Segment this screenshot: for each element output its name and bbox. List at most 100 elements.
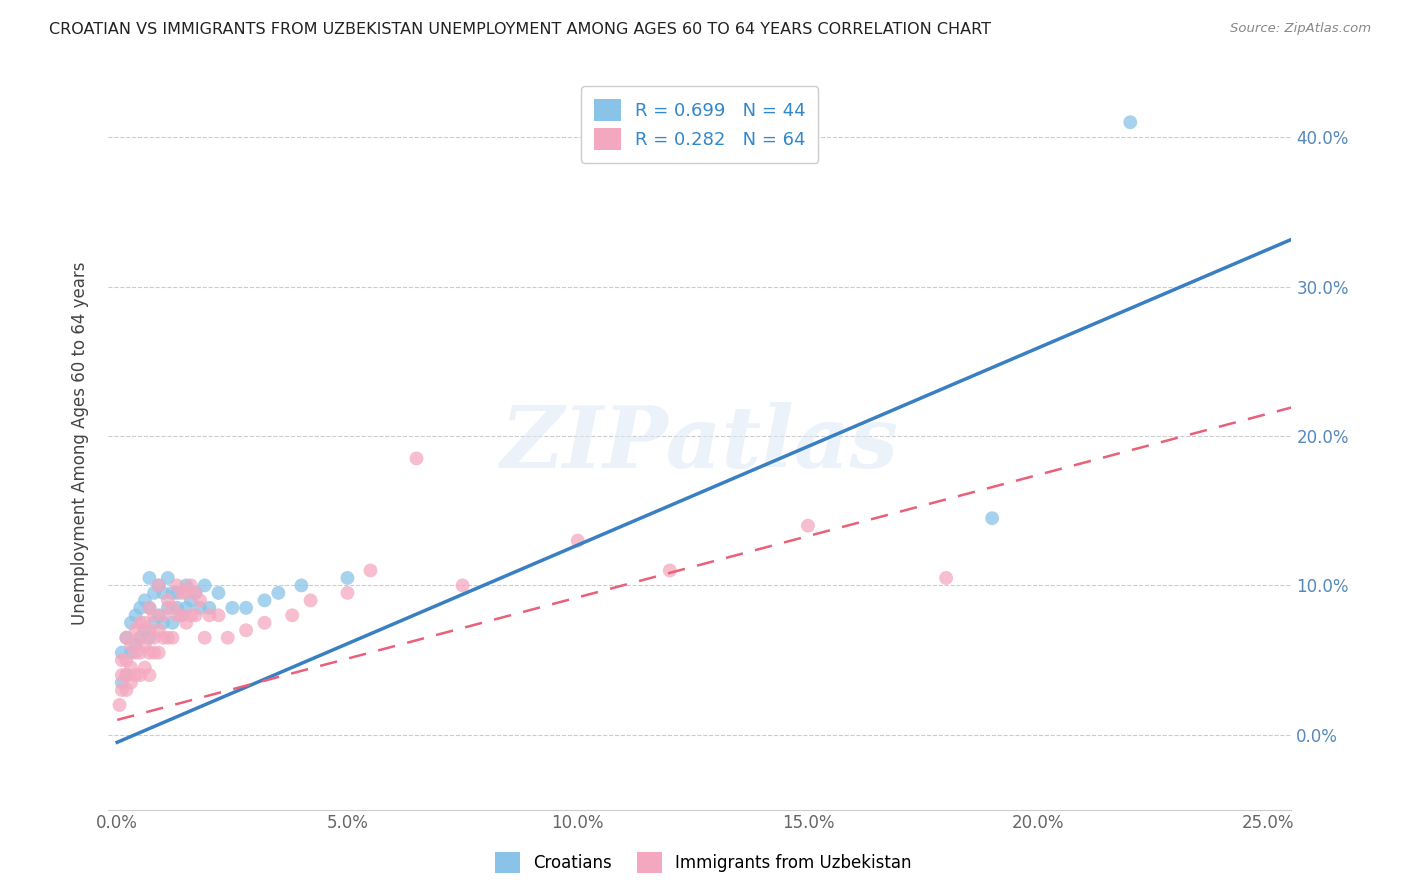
Point [115,631,138,645]
Point [235,624,257,638]
Point [235,600,257,615]
Point [162,586,184,600]
Text: ZIPatlas: ZIPatlas [501,401,898,485]
Point [138,600,160,615]
Text: Source: ZipAtlas.com: Source: ZipAtlas.com [1230,22,1371,36]
Point [115,631,138,645]
Point [143,615,166,630]
Point [120,675,142,690]
Point [184,586,207,600]
Point [170,608,193,623]
Point [336,571,359,585]
Point [148,608,170,623]
Point [180,593,202,607]
Point [194,631,217,645]
Point [207,608,229,623]
Point [115,668,138,682]
Point [143,586,166,600]
Point [290,578,312,592]
Point [336,586,359,600]
Point [129,668,152,682]
Point [299,593,322,607]
Point [207,586,229,600]
Point [170,608,193,623]
Point [120,646,142,660]
Point [115,653,138,667]
Point [138,646,160,660]
Point [188,593,211,607]
Point [405,451,427,466]
Point [658,564,681,578]
Point [180,608,202,623]
Point [156,600,179,615]
Point [148,578,170,592]
Point [111,683,134,698]
Point [148,624,170,638]
Point [138,668,160,682]
Text: CROATIAN VS IMMIGRANTS FROM UZBEKISTAN UNEMPLOYMENT AMONG AGES 60 TO 64 YEARS CO: CROATIAN VS IMMIGRANTS FROM UZBEKISTAN U… [49,22,991,37]
Point [138,571,160,585]
Point [281,608,304,623]
Point [156,631,179,645]
Point [148,646,170,660]
Point [115,683,138,698]
Point [148,578,170,592]
Point [162,615,184,630]
Point [124,608,146,623]
Point [134,593,156,607]
Point [935,571,957,585]
Point [134,615,156,630]
Point [129,646,152,660]
Point [143,631,166,645]
Point [129,631,152,645]
Legend: Croatians, Immigrants from Uzbekistan: Croatians, Immigrants from Uzbekistan [488,846,918,880]
Point [184,586,207,600]
Point [111,646,134,660]
Point [120,638,142,652]
Point [124,624,146,638]
Point [198,600,221,615]
Point [124,646,146,660]
Point [129,615,152,630]
Y-axis label: Unemployment Among Ages 60 to 64 years: Unemployment Among Ages 60 to 64 years [72,261,89,625]
Point [156,571,179,585]
Legend: R = 0.699   N = 44, R = 0.282   N = 64: R = 0.699 N = 44, R = 0.282 N = 64 [581,87,818,163]
Point [134,638,156,652]
Point [120,660,142,674]
Point [129,631,152,645]
Point [108,698,131,712]
Point [451,578,474,592]
Point [174,600,197,615]
Point [194,578,217,592]
Point [221,600,243,615]
Point [166,586,188,600]
Point [138,624,160,638]
Point [180,578,202,592]
Point [143,646,166,660]
Point [1119,115,1142,129]
Point [359,564,381,578]
Point [166,600,188,615]
Point [111,653,134,667]
Point [981,511,1004,525]
Point [174,615,197,630]
Point [134,660,156,674]
Point [111,675,134,690]
Point [253,593,276,607]
Point [129,600,152,615]
Point [170,586,193,600]
Point [124,638,146,652]
Point [184,608,207,623]
Point [267,586,290,600]
Point [188,600,211,615]
Point [567,533,589,548]
Point [152,586,174,600]
Point [198,608,221,623]
Point [156,593,179,607]
Point [134,624,156,638]
Point [174,586,197,600]
Point [152,608,174,623]
Point [217,631,239,645]
Point [797,518,820,533]
Point [166,578,188,592]
